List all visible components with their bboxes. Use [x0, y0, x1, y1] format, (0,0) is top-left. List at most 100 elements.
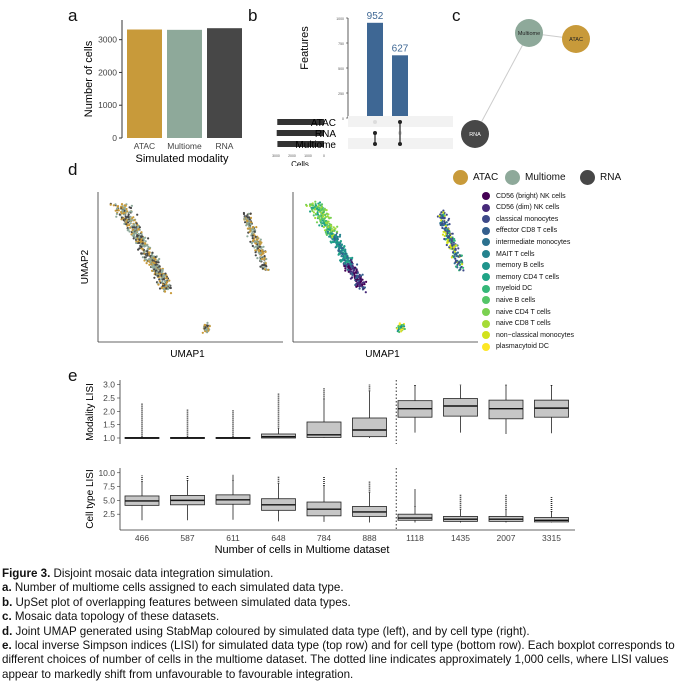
- umap-point: [163, 290, 167, 293]
- panel-label-b: b: [248, 6, 258, 25]
- umap-point: [251, 234, 254, 237]
- umap-point: [253, 230, 256, 233]
- umap-point: [263, 266, 266, 269]
- umap-point: [454, 261, 457, 264]
- umap-point: [333, 236, 336, 239]
- umap-point: [120, 218, 123, 221]
- legend-label: naive CD4 T cells: [496, 308, 551, 316]
- panel-label-a: a: [68, 6, 78, 25]
- umap-point: [448, 223, 451, 226]
- umap-point: [141, 256, 144, 259]
- umap-point: [338, 247, 341, 250]
- umap-point: [139, 240, 142, 243]
- umap-point: [334, 246, 337, 249]
- umap-point: [253, 246, 256, 249]
- umap-point: [168, 283, 171, 286]
- celltype-legend-item: naive CD4 T cells: [482, 308, 551, 316]
- umap-point: [327, 213, 330, 216]
- umap-point: [158, 287, 162, 290]
- umap-point: [351, 276, 354, 279]
- umap-point: [144, 240, 147, 243]
- umap-point: [443, 237, 446, 241]
- umap-point: [316, 207, 319, 210]
- x-axis-title: Simulated modality: [136, 153, 229, 165]
- legend-swatch: [482, 308, 490, 316]
- umap-point: [350, 262, 354, 265]
- umap-point: [260, 241, 263, 244]
- umap-point: [158, 257, 161, 261]
- legend-swatch: [482, 342, 490, 351]
- umap-point: [322, 218, 325, 221]
- legend-label: CD56 (dim) NK cells: [496, 204, 560, 212]
- umap-point: [322, 226, 325, 229]
- umap-point: [452, 251, 455, 254]
- legend-swatch: [580, 170, 595, 185]
- umap-point: [336, 230, 339, 233]
- umap-point: [328, 222, 331, 226]
- upset-plot-b: 0 250 500 750 1000 Features 952 627 ATACRNAMulti…: [272, 11, 453, 166]
- umap-point: [122, 211, 126, 215]
- celltype-legend-item: MAIT T cells: [482, 250, 535, 258]
- umap-point: [125, 216, 128, 219]
- umap-point: [444, 229, 447, 232]
- umap-point: [312, 214, 315, 217]
- umap-point: [342, 257, 346, 260]
- umap-point: [450, 246, 453, 249]
- umap-point: [168, 279, 171, 282]
- caption-item-key: c.: [2, 610, 12, 624]
- umap-point: [343, 259, 346, 262]
- umap-point: [127, 219, 130, 222]
- umap-point: [445, 221, 448, 224]
- umap-point: [343, 265, 346, 268]
- umap-point: [161, 280, 164, 283]
- umap-point: [343, 245, 346, 248]
- umap-point: [146, 254, 149, 257]
- umap-point: [146, 244, 149, 247]
- y-tick-label: 2.5: [103, 393, 115, 403]
- x-tick-label: 1435: [451, 533, 470, 543]
- umap-point: [258, 248, 261, 251]
- umap-point: [361, 286, 364, 289]
- legend-label: intermediate monocytes: [496, 238, 571, 246]
- celltype-legend-item: effector CD8 T cells: [482, 226, 558, 235]
- umap-point: [147, 237, 150, 240]
- celltype-legend-item: CD56 (bright) NK cells: [482, 192, 566, 200]
- umap-point: [132, 233, 135, 236]
- umap-point: [329, 230, 332, 233]
- umap-point: [166, 281, 169, 284]
- umap-point: [206, 331, 209, 334]
- umap-point: [161, 268, 164, 272]
- umap-point: [154, 263, 157, 266]
- umap-point: [120, 203, 124, 206]
- umap-point: [206, 324, 209, 327]
- node-label: RNA: [469, 132, 481, 138]
- umap-point: [325, 212, 328, 215]
- umap-point: [144, 250, 147, 253]
- legend-label: CD56 (bright) NK cells: [496, 192, 566, 200]
- legend-label: effector CD8 T cells: [496, 227, 558, 235]
- umap-point: [133, 223, 136, 226]
- caption-item-text: Joint UMAP generated using StabMap colou…: [12, 624, 530, 638]
- umap-point: [318, 224, 321, 227]
- umap-point: [242, 211, 245, 215]
- umap-point: [326, 230, 329, 233]
- set-size-tick: 3000: [272, 154, 280, 158]
- umap-point: [447, 235, 450, 238]
- legend-swatch: [482, 296, 490, 305]
- umap-point: [336, 244, 339, 247]
- umap-point: [311, 202, 314, 205]
- x-tick-label: 3315: [542, 533, 561, 543]
- umap-point: [121, 209, 124, 212]
- umap-point: [155, 271, 158, 274]
- umap-point: [265, 257, 268, 261]
- umap-point: [401, 323, 404, 327]
- umap-point: [136, 237, 139, 240]
- umap-x-title: UMAP1: [170, 349, 205, 360]
- umap-point: [444, 231, 447, 234]
- umap-point: [438, 214, 441, 218]
- umap-point: [144, 242, 147, 245]
- umap-point: [129, 226, 132, 229]
- y-tick-label: 0: [112, 133, 117, 143]
- legend-label: naive CD8 T cells: [496, 320, 551, 328]
- umap-point: [325, 221, 328, 224]
